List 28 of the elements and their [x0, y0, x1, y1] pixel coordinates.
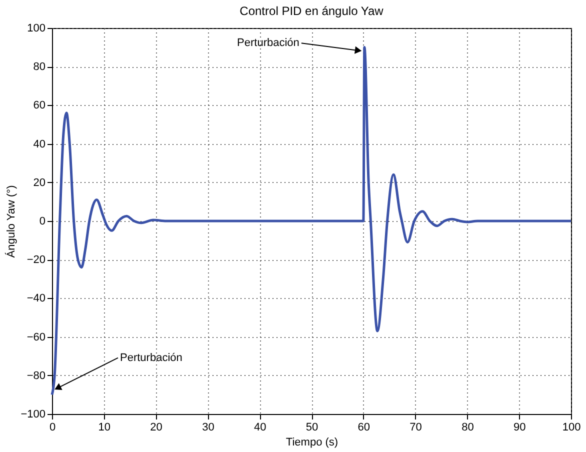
x-tick-label: 90: [513, 422, 526, 434]
x-tick-label: 50: [306, 422, 318, 434]
y-tick-label: −80: [26, 370, 46, 382]
x-tick-label: 70: [410, 422, 422, 434]
x-tick-label: 60: [358, 422, 370, 434]
x-tick-label: 0: [49, 422, 56, 434]
x-tick-label: 30: [202, 422, 214, 434]
y-tick-label: −40: [26, 292, 46, 305]
x-tick-label: 100: [562, 422, 581, 434]
y-tick-label: −100: [20, 408, 46, 420]
x-tick-label: 80: [462, 422, 474, 434]
y-tick-label: 100: [27, 22, 46, 34]
y-tick-label: 0: [39, 216, 46, 228]
line-series: [50, 46, 572, 396]
x-tick-label: 20: [150, 422, 162, 434]
y-tick-label: 20: [33, 176, 46, 189]
y-tick-label: 60: [33, 100, 46, 112]
annotation: Perturbación: [237, 37, 300, 50]
y-axis-title: Ángulo Yaw (°): [4, 185, 18, 258]
x-axis-title: Tiempo (s): [286, 436, 338, 448]
x-tick-label: 40: [254, 422, 266, 434]
annotation: Perturbación: [120, 352, 182, 364]
y-tick-label: 80: [33, 61, 46, 74]
x-tick-label: 10: [98, 422, 111, 434]
y-tick-label: −60: [26, 331, 46, 344]
chart-title: Control PID en ángulo Yaw: [240, 4, 384, 18]
y-tick-label: 40: [33, 138, 46, 150]
y-tick-label: −20: [26, 254, 46, 266]
